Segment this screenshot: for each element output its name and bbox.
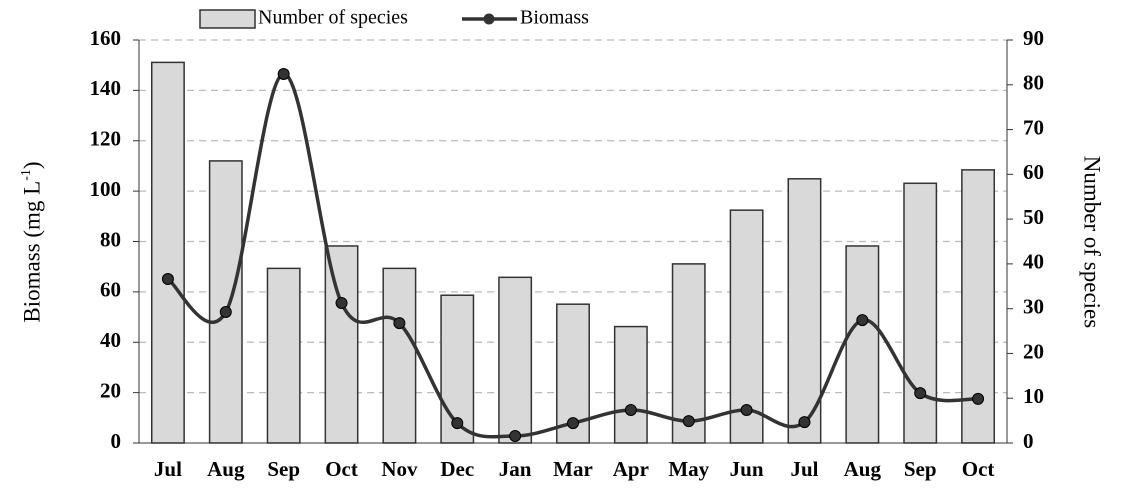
y2-tick-label: 30	[1023, 294, 1044, 318]
x-tick-label: Oct	[962, 457, 995, 481]
marker	[161, 273, 174, 286]
legend-label: Number of species	[258, 7, 408, 29]
y-tick-label: 40	[100, 328, 121, 352]
marker	[798, 416, 811, 429]
y2-tick-label: 20	[1023, 339, 1044, 363]
x-tick-label: Nov	[381, 457, 418, 481]
bar	[324, 245, 359, 444]
y-tick-label: 120	[90, 127, 122, 151]
marker	[914, 387, 927, 400]
marker	[509, 429, 522, 442]
bar	[382, 267, 417, 444]
marker	[335, 296, 348, 309]
y-tick-label: 160	[90, 26, 122, 50]
x-tick-label: Jan	[499, 457, 532, 481]
marker	[219, 306, 232, 319]
marker	[624, 404, 637, 417]
x-tick-label: May	[668, 457, 709, 481]
x-tick-label: Oct	[325, 457, 358, 481]
marker	[451, 417, 464, 430]
y2-tick-label: 70	[1023, 115, 1044, 139]
bar	[613, 325, 648, 444]
bar	[787, 178, 822, 444]
x-tick-label: Mar	[553, 457, 593, 481]
y2-tick-label: 50	[1023, 205, 1044, 229]
bar	[440, 294, 475, 444]
x-tick-label: Dec	[440, 457, 474, 481]
legend-label: Biomass	[520, 7, 589, 29]
legend-swatch	[483, 13, 495, 25]
x-tick-label: Jun	[730, 457, 764, 481]
x-tick-label: Aug	[207, 457, 245, 481]
x-tick-label: Aug	[844, 457, 882, 481]
x-tick-label: Jul	[790, 457, 818, 481]
y-tick-label: 20	[100, 378, 121, 402]
bar	[266, 267, 301, 444]
y2-tick-label: 10	[1023, 384, 1044, 408]
y2-axis-title: Number of species	[1080, 156, 1105, 328]
bar	[150, 61, 185, 444]
marker	[277, 68, 290, 81]
y2-tick-label: 40	[1023, 250, 1044, 274]
x-tick-label: Apr	[613, 457, 649, 481]
marker	[682, 415, 695, 428]
marker	[972, 392, 985, 405]
marker	[567, 417, 579, 430]
x-tick-label: Sep	[267, 457, 300, 481]
bar	[671, 263, 706, 444]
y-tick-label: 0	[111, 429, 122, 453]
bar	[845, 245, 880, 444]
y2-tick-label: 80	[1023, 71, 1044, 95]
marker	[740, 404, 753, 417]
legend-swatch	[199, 9, 256, 29]
y-tick-label: 60	[100, 278, 121, 302]
bar	[208, 160, 243, 444]
bar	[903, 182, 938, 444]
y-tick-label: 100	[90, 177, 122, 201]
x-tick-label: Sep	[904, 457, 937, 481]
y2-tick-label: 90	[1023, 26, 1044, 50]
y2-tick-label: 0	[1023, 429, 1034, 453]
bar	[498, 276, 533, 444]
y2-tick-label: 60	[1023, 160, 1044, 184]
y-tick-label: 140	[90, 76, 122, 100]
y-tick-label: 80	[100, 227, 121, 251]
marker	[856, 314, 869, 327]
x-tick-label: Jul	[154, 457, 182, 481]
y-axis-title: Biomass (mg L-1)	[19, 161, 45, 322]
marker	[393, 317, 406, 330]
